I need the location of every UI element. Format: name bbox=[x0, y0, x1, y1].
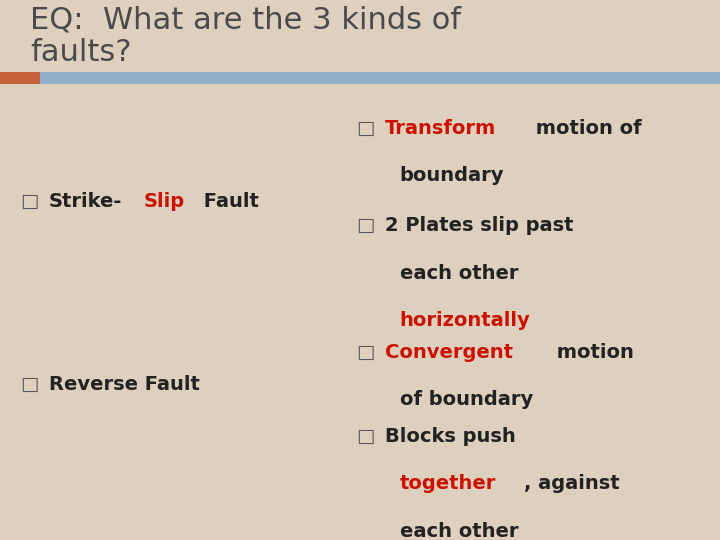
Text: □: □ bbox=[356, 119, 375, 138]
Text: motion: motion bbox=[550, 343, 634, 362]
Text: horizontally: horizontally bbox=[400, 311, 531, 330]
Text: Strike-: Strike- bbox=[49, 192, 122, 211]
Text: , against: , against bbox=[524, 474, 620, 493]
Text: □: □ bbox=[20, 375, 39, 394]
Text: faults?: faults? bbox=[30, 38, 132, 67]
Text: □: □ bbox=[356, 216, 375, 235]
Text: □: □ bbox=[356, 343, 375, 362]
Text: Reverse Fault: Reverse Fault bbox=[49, 375, 200, 394]
Bar bbox=[0, 72, 720, 84]
Text: boundary: boundary bbox=[400, 166, 504, 185]
Text: motion of: motion of bbox=[528, 119, 642, 138]
Text: Blocks push: Blocks push bbox=[385, 427, 516, 446]
Text: of boundary: of boundary bbox=[400, 390, 533, 409]
Text: □: □ bbox=[356, 427, 375, 446]
Text: □: □ bbox=[20, 192, 39, 211]
Text: each other: each other bbox=[400, 264, 518, 282]
Text: EQ:  What are the 3 kinds of: EQ: What are the 3 kinds of bbox=[30, 5, 462, 35]
Text: Transform: Transform bbox=[385, 119, 497, 138]
Text: together: together bbox=[400, 474, 496, 493]
Text: Convergent: Convergent bbox=[385, 343, 513, 362]
Bar bbox=[0, 72, 40, 84]
Text: Fault: Fault bbox=[197, 192, 258, 211]
Text: 2 Plates slip past: 2 Plates slip past bbox=[385, 216, 574, 235]
Text: Slip: Slip bbox=[143, 192, 185, 211]
Text: each other: each other bbox=[400, 522, 518, 540]
